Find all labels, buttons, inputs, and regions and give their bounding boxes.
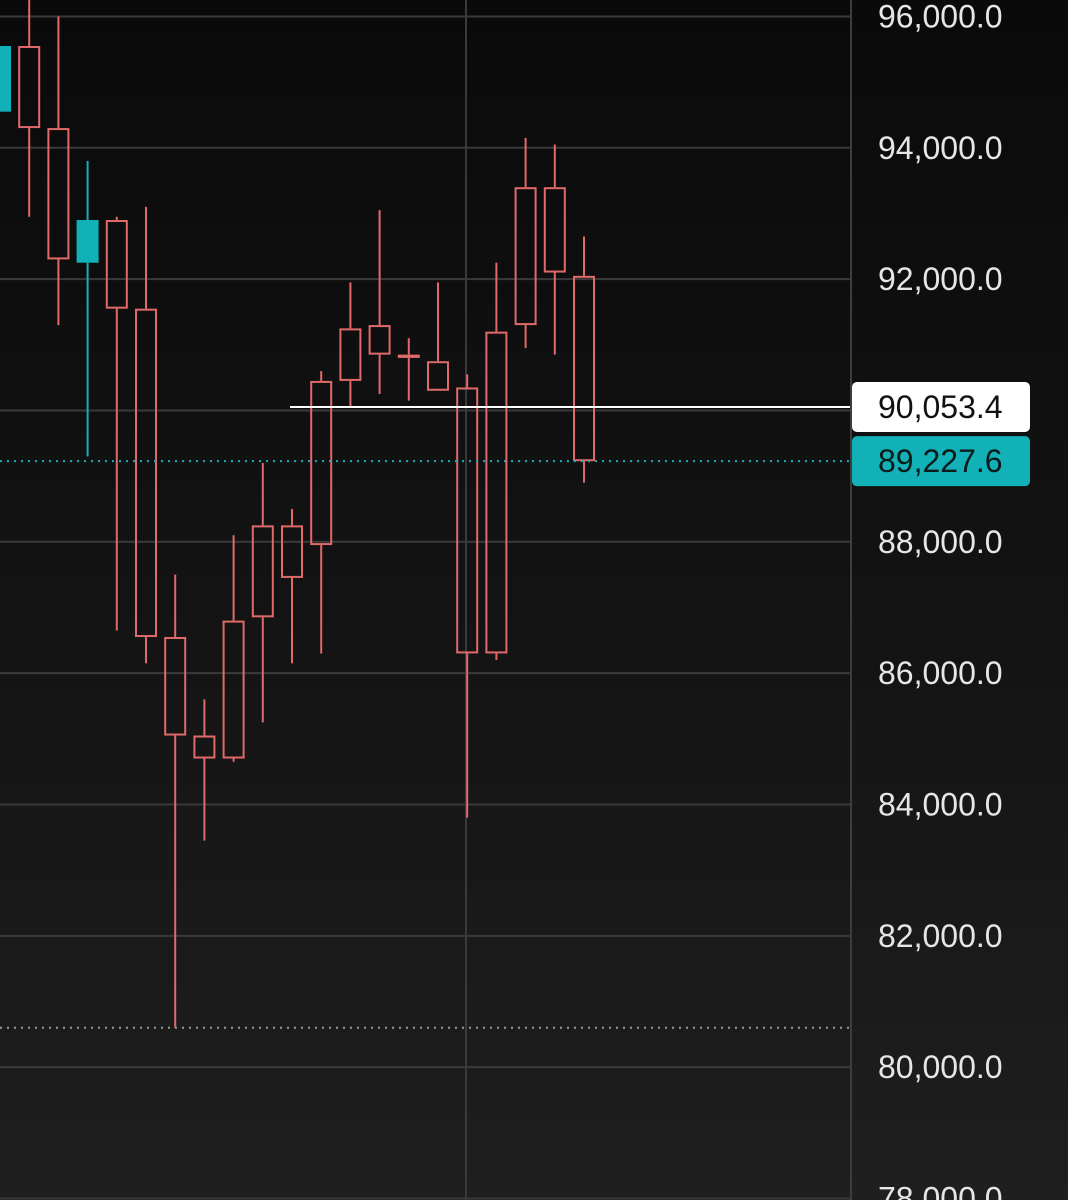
candle-body (193, 735, 216, 759)
candles (0, 0, 595, 1028)
candle-up (135, 206, 157, 664)
candle-up (193, 699, 216, 841)
y-tick-label: 78,000.0 (878, 1181, 1003, 1200)
candle-body (573, 275, 595, 462)
candle-body (456, 387, 479, 654)
badge-background (852, 381, 1030, 432)
y-tick-label: 96,000.0 (878, 0, 1003, 34)
candle-body (76, 220, 99, 263)
candle-body (164, 637, 187, 736)
candle-up (47, 16, 70, 326)
candle-up (397, 338, 420, 401)
candle-body (0, 45, 11, 112)
candle-body (397, 354, 420, 358)
candle-body (105, 220, 128, 309)
grid-lines (0, 0, 851, 1200)
candle-body (514, 187, 537, 326)
candle-body (281, 525, 303, 578)
y-tick-label: 80,000.0 (878, 1049, 1003, 1085)
badge-label: 89,227.6 (878, 443, 1003, 479)
candle-up (105, 216, 128, 631)
candle-up (573, 236, 595, 483)
candle-up (514, 137, 537, 349)
candle-up (543, 144, 566, 355)
candle-up (427, 282, 449, 391)
badge-background (852, 436, 1030, 487)
candle-body (485, 331, 508, 654)
candle-up (281, 508, 303, 664)
candle-body (339, 328, 362, 381)
candle-body (135, 308, 157, 638)
price-lines (0, 405, 851, 463)
candle-up (485, 262, 508, 661)
candle-body (310, 380, 333, 546)
candle-up (251, 462, 274, 723)
y-tick-label: 94,000.0 (878, 130, 1003, 166)
last-price-badge: 89,227.6 (852, 436, 1030, 487)
candle-body (47, 128, 70, 260)
candle-down (0, 45, 11, 112)
y-tick-label: 88,000.0 (878, 524, 1003, 560)
y-tick-label: 84,000.0 (878, 786, 1003, 822)
candle-body (427, 361, 449, 391)
candle-up (456, 374, 479, 818)
candle-up (368, 210, 391, 395)
current-price-badge: 90,053.4 (852, 381, 1030, 432)
price-axis: 96,000.094,000.092,000.090,000.088,000.0… (850, 0, 1030, 1200)
candle-up (164, 574, 187, 1028)
candle-up (18, 0, 41, 217)
candle-body (368, 325, 391, 355)
candle-body (222, 620, 245, 759)
candle-body (251, 525, 274, 618)
y-tick-label: 82,000.0 (878, 918, 1003, 954)
candle-down (76, 160, 99, 457)
candle-up (222, 535, 245, 762)
candle-body (18, 45, 41, 129)
y-tick-label: 86,000.0 (878, 655, 1003, 691)
candle-body (543, 187, 566, 273)
candle-up (310, 371, 333, 654)
badge-label: 90,053.4 (878, 389, 1003, 425)
y-tick-label: 92,000.0 (878, 261, 1003, 297)
candle-up (339, 282, 362, 408)
